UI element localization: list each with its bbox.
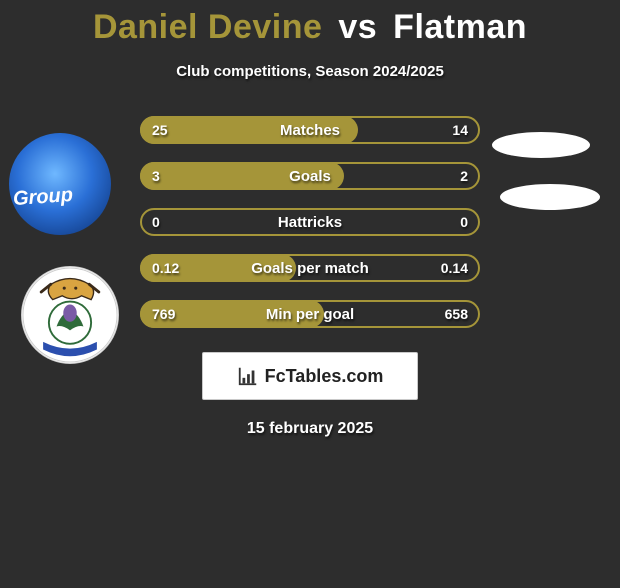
brand-box: FcTables.com — [202, 352, 418, 400]
stat-row: 32Goals — [140, 162, 480, 190]
page-title: Daniel Devine vs Flatman — [0, 8, 620, 47]
stat-row: 769658Min per goal — [140, 300, 480, 328]
stat-row: 00Hattricks — [140, 208, 480, 236]
stat-row: 2514Matches — [140, 116, 480, 144]
title-vs: vs — [332, 8, 383, 46]
stat-bar-fill — [140, 162, 344, 190]
brand-chart-icon — [237, 365, 259, 387]
brand-text: FcTables.com — [265, 366, 384, 387]
title-player1: Daniel Devine — [93, 8, 322, 46]
stat-bar-fill — [140, 116, 358, 144]
comparison-card: Daniel Devine vs Flatman Club competitio… — [0, 8, 620, 438]
stat-bar-fill — [140, 300, 324, 328]
subtitle: Club competitions, Season 2024/2025 — [0, 63, 620, 80]
stat-bar-outline — [140, 208, 480, 236]
stat-row: 0.120.14Goals per match — [140, 254, 480, 282]
title-player2: Flatman — [393, 8, 527, 46]
stat-bar-fill — [140, 254, 296, 282]
stats-block: 2514Matches 32Goals 00Hattricks 0.120.14Goa… — [0, 116, 620, 328]
date-text: 15 february 2025 — [0, 420, 620, 438]
